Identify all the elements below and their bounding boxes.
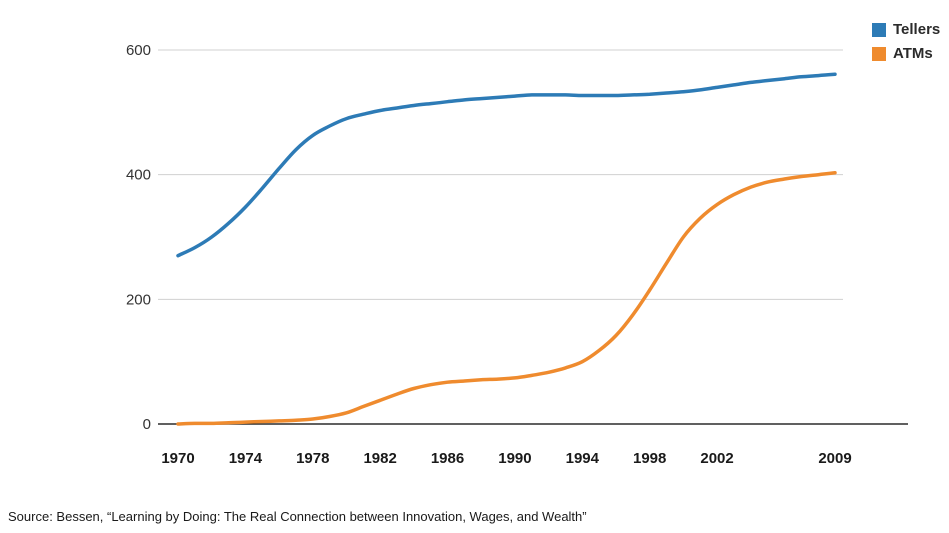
line-chart: 0 200 400 600 1970 1974 1978 1982 1986 1990 1994 19… [126,42,908,467]
x-tick-label: 2009 [818,450,851,467]
legend-item-atms: ATMs [872,46,940,61]
legend-item-tellers: Tellers [872,22,940,37]
y-tick-label: 200 [126,291,151,308]
x-tick-label: 1994 [566,450,600,467]
x-tick-label: 2002 [700,450,733,467]
source-citation: Source: Bessen, “Learning by Doing: The … [8,509,587,524]
tellers-swatch-icon [872,22,886,37]
series-line-atms [176,171,837,426]
series-line-tellers [176,72,837,258]
y-tick-label: 400 [126,167,151,184]
chart-canvas: 0 200 400 600 1970 1974 1978 1982 1986 1990 1994 19… [126,42,908,467]
x-tick-label: 1978 [296,450,329,467]
chart-legend: Tellers ATMs [872,22,940,61]
x-tick-label: 1998 [633,450,666,467]
atms-swatch-icon [872,46,886,61]
y-tick-label: 600 [126,42,151,59]
legend-label-atms: ATMs [893,45,933,62]
x-tick-label: 1982 [363,450,396,467]
x-tick-label: 1970 [161,450,194,467]
y-tick-label: 0 [143,416,151,433]
x-tick-label: 1974 [229,450,263,467]
x-tick-label: 1986 [431,450,464,467]
x-tick-label: 1990 [498,450,531,467]
legend-label-tellers: Tellers [893,21,941,38]
